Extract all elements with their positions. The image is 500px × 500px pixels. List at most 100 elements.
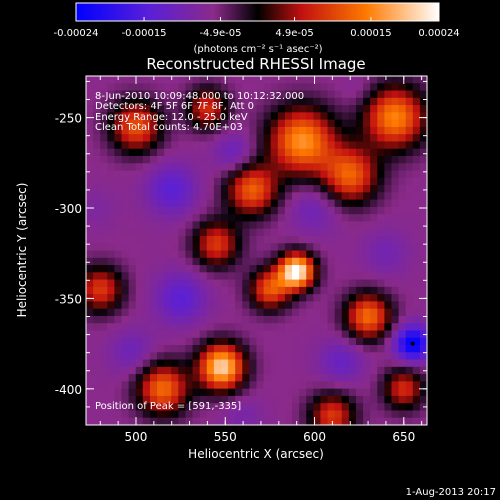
heatmap-cell (192, 315, 201, 324)
heatmap-cell (299, 243, 307, 252)
heatmap-cell (157, 381, 165, 390)
heatmap-cell (419, 243, 427, 252)
heatmap-cell (121, 337, 130, 346)
heatmap-cell (320, 112, 329, 121)
heatmap-cell (355, 294, 364, 302)
heatmap-cell (235, 279, 243, 288)
heatmap-cell (256, 90, 265, 99)
heatmap-cell (199, 417, 208, 425)
heatmap-cell (121, 388, 130, 397)
heatmap-cell (107, 97, 116, 106)
heatmap-cell (135, 272, 144, 281)
heatmap-cell (206, 301, 215, 310)
heatmap-cell (249, 359, 258, 368)
heatmap-cell (228, 177, 236, 186)
heatmap-cell (213, 148, 222, 157)
heatmap-cell (100, 221, 108, 230)
heatmap-cell (149, 279, 158, 288)
heatmap-cell (164, 185, 172, 193)
heatmap-cell (256, 323, 265, 332)
heatmap-cell (100, 308, 108, 317)
heatmap-cell (242, 228, 250, 237)
heatmap-cell (86, 177, 94, 186)
heatmap-cell (93, 345, 101, 353)
heatmap-cell (86, 345, 94, 353)
heatmap-cell (327, 177, 336, 186)
heatmap-cell (270, 395, 279, 404)
heatmap-cell (299, 199, 307, 208)
heatmap-cell (348, 359, 357, 368)
heatmap-cell (355, 265, 364, 273)
heatmap-cell (320, 126, 329, 135)
heatmap-cell (228, 337, 236, 346)
heatmap-cell (242, 97, 250, 106)
heatmap-cell (370, 388, 378, 397)
heatmap-cell (228, 388, 236, 397)
heatmap-cell (348, 272, 357, 281)
heatmap-cell (412, 374, 421, 382)
heatmap-cell (249, 83, 258, 92)
heatmap-cell (135, 177, 144, 186)
heatmap-cell (398, 323, 407, 332)
heatmap-cell (263, 112, 272, 121)
heatmap-cell (384, 359, 393, 368)
heatmap-cell (327, 417, 336, 425)
heatmap-cell (128, 403, 137, 412)
heatmap-cell (320, 250, 329, 259)
heatmap-cell (220, 199, 229, 208)
heatmap-cell (242, 148, 250, 157)
heatmap-cell (363, 177, 371, 186)
heatmap-cell (128, 257, 137, 266)
heatmap-cell (327, 126, 336, 135)
heatmap-cell (107, 170, 116, 179)
heatmap-cell (199, 352, 208, 361)
heatmap-cell (391, 272, 400, 281)
heatmap-cell (263, 105, 272, 113)
heatmap-cell (171, 308, 179, 317)
heatmap-cell (341, 235, 350, 244)
heatmap-cell (93, 272, 101, 281)
heatmap-cell (355, 185, 364, 193)
heatmap-cell (370, 250, 378, 259)
heatmap-cell (313, 345, 322, 353)
heatmap-cell (171, 257, 179, 266)
heatmap-cell (370, 323, 378, 332)
heatmap-cell (370, 112, 378, 121)
heatmap-cell (270, 308, 279, 317)
heatmap-cell (100, 119, 108, 128)
heatmap-cell (348, 185, 357, 193)
heatmap-cell (185, 90, 194, 99)
heatmap-cell (334, 315, 343, 324)
heatmap-cell (228, 279, 236, 288)
heatmap-cell (398, 126, 407, 135)
heatmap-cell (93, 243, 101, 252)
heatmap-cell (334, 417, 343, 425)
heatmap-cell (327, 97, 336, 106)
heatmap-cell (235, 126, 243, 135)
heatmap-cell (206, 388, 215, 397)
heatmap-cell (171, 272, 179, 281)
heatmap-cell (93, 308, 101, 317)
heatmap-cell (370, 214, 378, 223)
heatmap-cell (86, 395, 94, 404)
heatmap-cell (86, 105, 94, 113)
heatmap-cell (348, 163, 357, 172)
heatmap-cell (355, 352, 364, 361)
heatmap-cell (178, 315, 187, 324)
heatmap-cell (213, 214, 222, 223)
heatmap-cell (93, 366, 101, 375)
heatmap-cell (270, 294, 279, 302)
heatmap-cell (306, 235, 314, 244)
heatmap-cell (306, 301, 314, 310)
heatmap-cell (235, 214, 243, 223)
heatmap-cell (100, 352, 108, 361)
heatmap-cell (270, 148, 279, 157)
heatmap-cell (391, 315, 400, 324)
heatmap-cell (334, 337, 343, 346)
heatmap-cell (185, 199, 194, 208)
heatmap-cell (384, 330, 393, 339)
heatmap-cell (185, 177, 194, 186)
heatmap-cell (348, 301, 357, 310)
heatmap-cell (142, 352, 151, 361)
heatmap-cell (341, 301, 350, 310)
